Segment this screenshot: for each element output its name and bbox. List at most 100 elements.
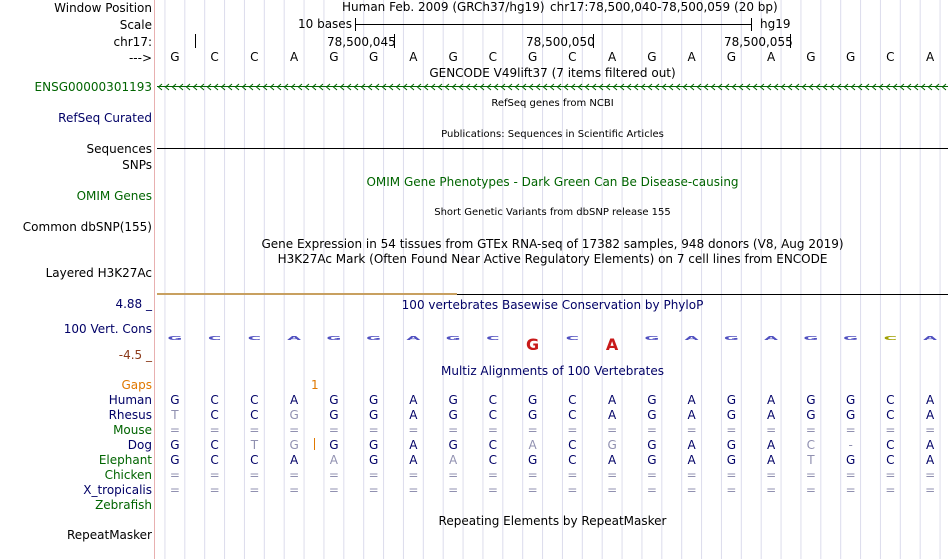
species-label-chicken[interactable]: Chicken [104, 468, 152, 482]
aligned-base: G [647, 453, 657, 467]
aligned-base: G [368, 438, 379, 452]
conservation-logo-letter: G [446, 336, 461, 342]
aligned-base: C [806, 438, 816, 452]
aligned-base: = [408, 483, 419, 497]
aligned-base: = [805, 423, 816, 437]
aligned-base: T [250, 438, 259, 452]
species-label-x_tropicalis[interactable]: X_tropicalis [83, 483, 152, 497]
base-gridlines [164, 0, 941, 559]
track-label-cons[interactable]: 100 Vert. Cons [63, 322, 152, 336]
ruler-label: 78,500,045 [327, 35, 396, 49]
aligned-base: = [726, 483, 737, 497]
aligned-base: = [368, 468, 379, 482]
aligned-base: = [328, 468, 339, 482]
track-label-gaps[interactable]: Gaps [121, 378, 152, 392]
aligned-base: = [408, 423, 419, 437]
track-label-dbsnp[interactable]: Common dbSNP(155) [22, 220, 152, 234]
species-label-elephant[interactable]: Elephant [98, 453, 152, 467]
ref-base: C [488, 50, 498, 64]
aligned-base: A [926, 453, 935, 467]
gene-strand-line[interactable] [157, 82, 948, 92]
aligned-base: = [567, 423, 578, 437]
conservation-logo-letter: G [803, 336, 818, 342]
aligned-base: = [448, 483, 459, 497]
species-label-zebrafish[interactable]: Zebrafish [95, 498, 152, 512]
gencode-track-title[interactable]: GENCODE V49lift37 (7 items filtered out) [0, 66, 950, 80]
track-label-ensg[interactable]: ENSG00000301193 [34, 80, 152, 94]
track-label-snps[interactable]: SNPs [122, 158, 152, 172]
species-label-dog[interactable]: Dog [127, 438, 152, 452]
aligned-base: G [329, 438, 339, 452]
phylop-track-title[interactable]: 100 vertebrates Basewise Conservation by… [401, 298, 704, 312]
track-label-omim[interactable]: OMIM Genes [76, 189, 152, 203]
aligned-base: A [409, 453, 418, 467]
ref-base: G [448, 50, 458, 64]
label-strand-arrow: ---> [128, 51, 152, 65]
aligned-base: = [567, 483, 578, 497]
label-window-position: Window Position [54, 1, 152, 15]
aligned-base: G [607, 438, 617, 452]
h3k27ac-baseline [457, 294, 948, 295]
aligned-base: G [170, 438, 180, 452]
ref-base: G [647, 50, 657, 64]
aligned-base: T [171, 408, 179, 422]
aligned-base: C [250, 393, 259, 407]
aligned-base: A [528, 438, 537, 452]
h3k27ac-track-title[interactable]: H3K27Ac Mark (Often Found Near Active Re… [277, 252, 828, 266]
aligned-base: = [646, 423, 657, 437]
aligned-base: C [568, 438, 577, 452]
conservation-logo-letter: A [923, 336, 938, 342]
aligned-base: = [925, 483, 936, 497]
conservation-logo-letter: G [167, 336, 182, 342]
aligned-base: = [845, 423, 856, 437]
track-label-refseq[interactable]: RefSeq Curated [58, 111, 152, 125]
conservation-logo-letter: A [606, 335, 619, 354]
aligned-base: = [726, 423, 737, 437]
aligned-base: = [766, 423, 777, 437]
aligned-base: G [448, 438, 458, 452]
aligned-base: = [567, 468, 578, 482]
track-label-sequences[interactable]: Sequences [86, 142, 152, 156]
publications-track-title[interactable]: Publications: Sequences in Scientific Ar… [441, 129, 664, 140]
aligned-base: T [807, 453, 815, 467]
species-label-human[interactable]: Human [108, 393, 152, 407]
gap-count-marker: 1 [311, 378, 319, 392]
track-label-h3k27ac[interactable]: Layered H3K27Ac [45, 266, 152, 280]
repeatmasker-track-title[interactable]: Repeating Elements by RepeatMasker [438, 514, 667, 528]
aligned-base: = [885, 468, 896, 482]
h3k27ac-signal [157, 293, 457, 295]
conservation-logo-letter: A [764, 336, 779, 342]
conservation-logo-letter: C [566, 336, 579, 342]
aligned-base: - [848, 438, 853, 452]
omim-track-title[interactable]: OMIM Gene Phenotypes - Dark Green Can Be… [366, 175, 739, 189]
aligned-base: = [289, 468, 300, 482]
refseq-track-title[interactable]: RefSeq genes from NCBI [491, 98, 614, 109]
track-label-repeatmasker[interactable]: RepeatMasker [66, 528, 152, 542]
aligned-base: = [448, 468, 459, 482]
ruler-tick [593, 34, 594, 48]
multiz-track-title[interactable]: Multiz Alignments of 100 Vertebrates [440, 364, 665, 378]
aligned-base: = [726, 468, 737, 482]
species-label-mouse[interactable]: Mouse [113, 423, 152, 437]
gtex-track-title[interactable]: Gene Expression in 54 tissues from GTEx … [261, 237, 844, 251]
aligned-base: G [368, 393, 379, 407]
species-label-rhesus[interactable]: Rhesus [108, 408, 152, 422]
aligned-base: = [686, 483, 697, 497]
alignment-row: = = = = = = = = = = = = = = = = = = = = [155, 468, 950, 482]
aligned-base: G [647, 438, 657, 452]
dbsnp-track-title[interactable]: Short Genetic Variants from dbSNP releas… [434, 207, 671, 218]
aligned-base: = [686, 423, 697, 437]
position-title: chr17:78,500,040-78,500,059 (20 bp) [550, 0, 778, 14]
aligned-base: A [767, 438, 776, 452]
scale-bar-end [751, 18, 752, 31]
scale-bar [355, 24, 751, 25]
gencode-title-text: GENCODE V49lift37 (7 items filtered out) [429, 66, 676, 80]
aligned-base: = [527, 423, 538, 437]
aligned-base: G [806, 408, 816, 422]
aligned-base: A [608, 408, 617, 422]
aligned-base: A [926, 393, 935, 407]
aligned-base: = [885, 423, 896, 437]
